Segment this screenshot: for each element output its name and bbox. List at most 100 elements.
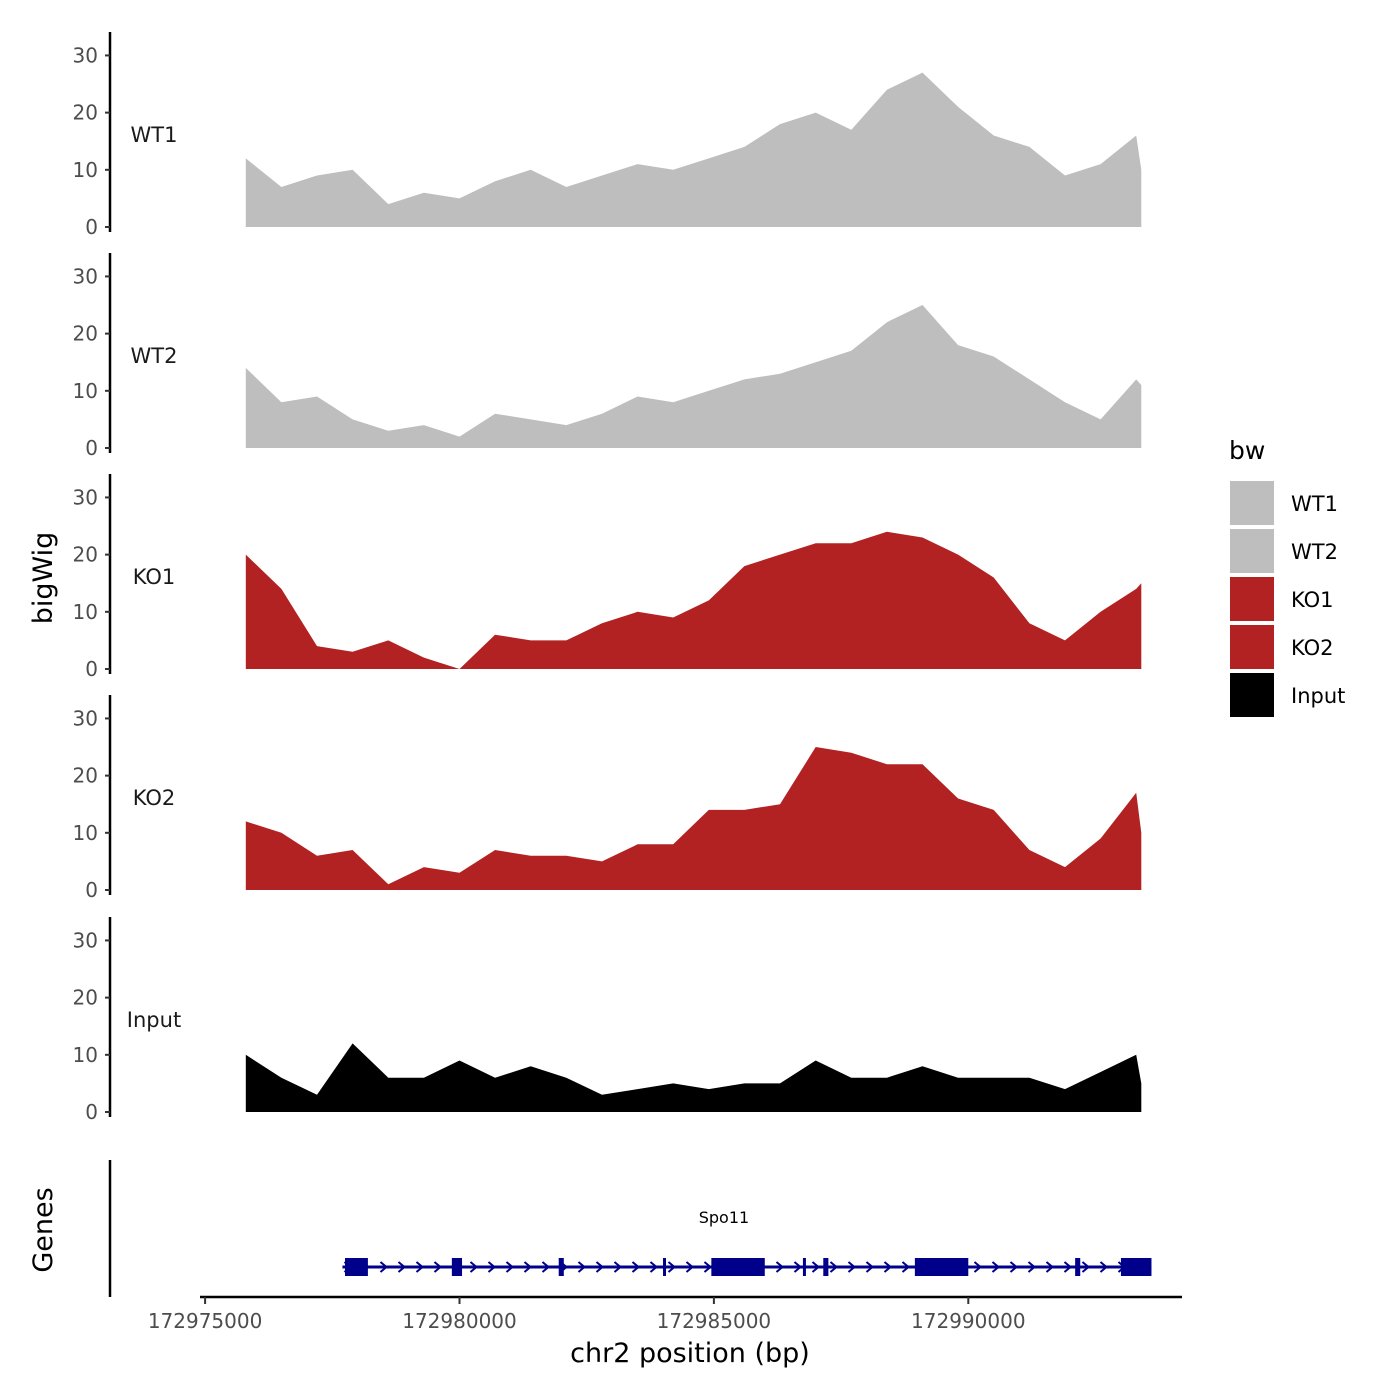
strand-arrow — [487, 1261, 497, 1273]
genes-panel: Spo11 — [108, 1160, 1152, 1297]
track-area-WT1 — [245, 72, 1142, 227]
track-WT2: 0 10 20 30 WT2 — [73, 253, 1142, 460]
y-tick-label-KO1-20: 20 — [73, 543, 98, 567]
signal-tracks: 0 10 20 30 WT1 0 10 20 30 WT2 0 10 20 30 KO1 0 10 20 30 KO2… — [73, 32, 1142, 1124]
y-tick-label-KO2-0: 0 — [85, 878, 98, 902]
strand-arrow — [973, 1261, 983, 1273]
strand-arrow — [901, 1261, 911, 1273]
x-axis: 172975000 172980000 172985000 172990000 — [148, 1295, 1182, 1333]
genes-axis-title: Genes — [28, 1187, 59, 1272]
y-tick-label-WT2-30: 30 — [73, 264, 98, 288]
strand-arrow — [775, 1261, 785, 1273]
x-tick-label-172985000: 172985000 — [657, 1309, 772, 1333]
strand-arrow — [379, 1261, 389, 1273]
gene-exon-6 — [802, 1258, 806, 1276]
strand-arrow — [991, 1261, 1001, 1273]
strand-arrow — [1099, 1261, 1109, 1273]
strand-arrow — [811, 1261, 821, 1273]
y-tick-label-WT1-10: 10 — [73, 158, 98, 182]
track-label-KO2: KO2 — [133, 786, 176, 810]
strand-arrow — [595, 1261, 605, 1273]
track-area-Input — [245, 1043, 1142, 1112]
strand-arrow — [577, 1261, 587, 1273]
strand-arrow — [1045, 1261, 1055, 1273]
track-label-KO1: KO1 — [133, 565, 176, 589]
strand-arrow — [793, 1261, 803, 1273]
strand-arrow — [1009, 1261, 1019, 1273]
strand-arrow — [469, 1261, 479, 1273]
strand-arrow — [433, 1261, 443, 1273]
strand-arrow — [415, 1261, 425, 1273]
x-tick-label-172975000: 172975000 — [148, 1309, 263, 1333]
x-tick-label-172990000: 172990000 — [911, 1309, 1026, 1333]
track-label-WT1: WT1 — [131, 123, 178, 147]
strand-arrow — [541, 1261, 551, 1273]
strand-arrow — [505, 1261, 515, 1273]
strand-arrow — [883, 1261, 893, 1273]
track-area-WT2 — [245, 305, 1142, 448]
legend: bw WT1 WT2 KO1 KO2 Input — [1228, 436, 1345, 719]
strand-arrow — [649, 1261, 659, 1273]
legend-label-KO2: KO2 — [1291, 636, 1334, 660]
y-tick-label-KO1-10: 10 — [73, 600, 98, 624]
legend-key-KO1 — [1228, 575, 1276, 623]
gene-exon-10 — [1120, 1258, 1152, 1276]
strand-arrow — [523, 1261, 533, 1273]
strand-arrow — [1081, 1261, 1091, 1273]
strand-arrow — [685, 1261, 695, 1273]
track-KO1: 0 10 20 30 KO1 — [73, 474, 1142, 681]
strand-arrow — [613, 1261, 623, 1273]
legend-label-KO1: KO1 — [1291, 588, 1334, 612]
legend-key-WT1 — [1228, 479, 1276, 527]
gene-exon-8 — [914, 1258, 969, 1276]
legend-title: bw — [1229, 436, 1265, 465]
y-axis-title: bigWig — [28, 532, 59, 625]
gene-name-label: Spo11 — [699, 1208, 749, 1227]
y-tick-label-Input-0: 0 — [85, 1100, 98, 1124]
y-tick-label-KO1-0: 0 — [85, 657, 98, 681]
legend-label-WT2: WT2 — [1291, 540, 1338, 564]
legend-label-WT1: WT1 — [1291, 492, 1338, 516]
strand-arrow — [397, 1261, 407, 1273]
gene-exon-3 — [558, 1258, 564, 1276]
y-tick-label-KO1-30: 30 — [73, 485, 98, 509]
gene-exon-1 — [345, 1258, 368, 1276]
x-axis-title: chr2 position (bp) — [570, 1338, 810, 1369]
gene-exon-9 — [1075, 1258, 1081, 1276]
y-tick-label-WT2-10: 10 — [73, 379, 98, 403]
strand-arrow — [865, 1261, 875, 1273]
x-tick-label-172980000: 172980000 — [402, 1309, 517, 1333]
track-WT1: 0 10 20 30 WT1 — [73, 32, 1142, 239]
legend-key-Input — [1228, 671, 1276, 719]
track-area-KO1 — [245, 531, 1142, 669]
track-Input: 0 10 20 30 Input — [73, 917, 1142, 1124]
y-tick-label-WT2-20: 20 — [73, 322, 98, 346]
strand-arrow — [631, 1261, 641, 1273]
track-label-Input: Input — [127, 1008, 181, 1032]
strand-arrow — [829, 1261, 839, 1273]
track-label-WT2: WT2 — [131, 344, 178, 368]
y-tick-label-Input-20: 20 — [73, 986, 98, 1010]
strand-arrow — [1027, 1261, 1037, 1273]
strand-arrow — [847, 1261, 857, 1273]
y-tick-label-Input-30: 30 — [73, 928, 98, 952]
legend-key-KO2 — [1228, 623, 1276, 671]
track-KO2: 0 10 20 30 KO2 — [73, 695, 1142, 902]
y-tick-label-Input-10: 10 — [73, 1043, 98, 1067]
legend-key-WT2 — [1228, 527, 1276, 575]
strand-arrow — [667, 1261, 677, 1273]
gene-exon-2 — [451, 1258, 463, 1276]
strand-arrow — [703, 1261, 713, 1273]
y-tick-label-WT1-20: 20 — [73, 101, 98, 125]
y-tick-label-WT2-0: 0 — [85, 436, 98, 460]
gene-exon-4 — [663, 1258, 667, 1276]
y-tick-label-KO2-10: 10 — [73, 821, 98, 845]
gene-exon-7 — [823, 1258, 829, 1276]
track-area-KO2 — [245, 747, 1142, 890]
y-tick-label-WT1-0: 0 — [85, 215, 98, 239]
y-tick-label-WT1-30: 30 — [73, 43, 98, 67]
legend-label-Input: Input — [1291, 684, 1345, 708]
y-tick-label-KO2-20: 20 — [73, 764, 98, 788]
y-tick-label-KO2-30: 30 — [73, 706, 98, 730]
